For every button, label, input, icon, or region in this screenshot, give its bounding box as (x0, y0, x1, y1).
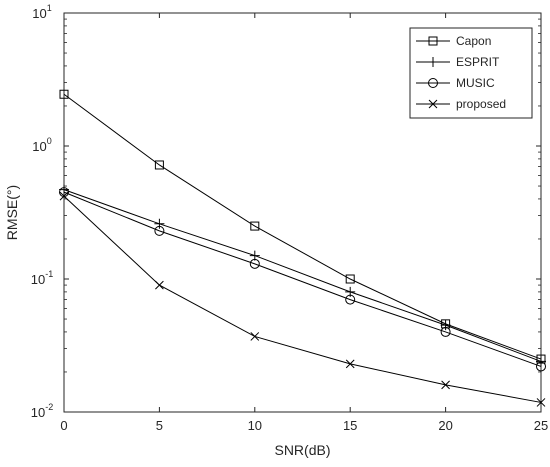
y-tick-label: 10-1 (31, 269, 53, 287)
data-point-capon (154, 160, 164, 170)
legend-label-capon: Capon (456, 34, 491, 48)
x-tick-label: 10 (248, 418, 262, 433)
data-point-proposed (441, 380, 450, 390)
data-point-capon (345, 274, 355, 284)
series-esprit (59, 184, 546, 367)
y-tick-label: 10-2 (31, 402, 53, 420)
legend-box (409, 27, 533, 119)
legend-marker-proposed (428, 99, 438, 109)
legend-marker-esprit (428, 57, 438, 67)
data-point-capon (59, 89, 69, 99)
data-point-capon (250, 221, 260, 231)
series-line-esprit (63, 189, 542, 362)
series-proposed (59, 191, 546, 407)
legend: Capon ESPRIT MUSIC proposed (409, 27, 533, 119)
x-tick-label: 15 (343, 418, 357, 433)
data-point-proposed (536, 398, 546, 407)
series-capon (59, 89, 546, 364)
data-point-esprit (536, 356, 546, 367)
legend-label-proposed: proposed (456, 97, 506, 111)
series-line-capon (63, 93, 542, 360)
data-point-music (154, 225, 165, 236)
y-tick-label: 100 (32, 136, 51, 154)
x-tick-label: 25 (534, 418, 548, 433)
legend-marker-capon (428, 36, 438, 46)
data-point-music (536, 361, 546, 372)
data-point-music (345, 294, 356, 305)
y-tick-label: 101 (32, 3, 51, 21)
legend-marker-music (428, 78, 438, 88)
series-line-music (63, 191, 542, 367)
data-point-esprit (154, 218, 165, 229)
y-axis-label: RMSE(°) (4, 185, 20, 240)
x-tick-label: 0 (60, 418, 67, 433)
data-point-esprit (440, 320, 451, 331)
data-point-proposed (155, 280, 164, 290)
data-point-proposed (250, 332, 260, 341)
x-tick-label: 20 (438, 418, 452, 433)
series-line-proposed (63, 195, 542, 403)
series-layer (59, 89, 546, 407)
series-music (59, 187, 546, 372)
data-point-music (440, 326, 451, 337)
legend-label-music: MUSIC (456, 76, 495, 90)
ticks-layer: 0 5 10 15 20 25 10-2 10-1 100 101 (31, 3, 548, 433)
legend-label-esprit: ESPRIT (456, 55, 500, 69)
data-point-proposed (345, 359, 355, 369)
x-tick-label: 5 (156, 418, 163, 433)
x-axis-label: SNR(dB) (274, 442, 330, 458)
data-point-music (249, 258, 260, 269)
